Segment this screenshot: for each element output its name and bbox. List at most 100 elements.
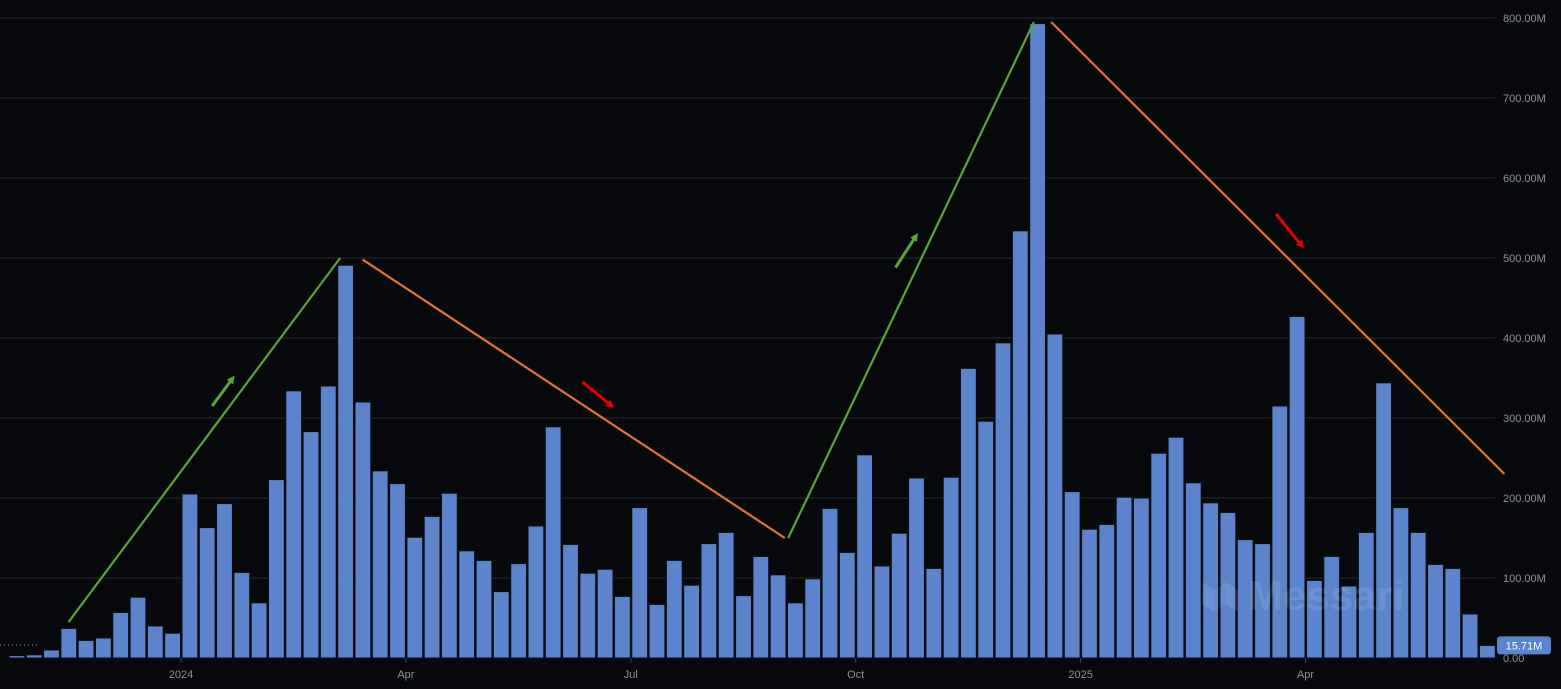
bar [1340, 585, 1358, 659]
bars [8, 23, 1496, 659]
y-tick-label: 300.00M [1503, 413, 1546, 425]
bar [319, 385, 337, 659]
bar [717, 531, 735, 659]
bar [1323, 555, 1341, 659]
bar [752, 555, 770, 659]
bar [233, 571, 251, 659]
bar [510, 563, 528, 659]
bar [1375, 382, 1392, 659]
bar [441, 492, 458, 659]
bar [1115, 496, 1133, 659]
messari-watermark: Messari [1200, 572, 1404, 620]
bar [1029, 23, 1046, 659]
bar [614, 595, 631, 659]
last-value-badge [1497, 636, 1551, 655]
bar [43, 649, 60, 659]
bar [908, 477, 925, 659]
bar [25, 654, 43, 659]
bar [112, 611, 130, 659]
bar [95, 637, 112, 659]
bar [1357, 531, 1375, 659]
bar [648, 603, 666, 659]
bar [1081, 528, 1098, 659]
bar [475, 559, 493, 659]
bar [838, 551, 856, 659]
bar [354, 401, 372, 659]
bar [804, 578, 822, 659]
bar [960, 367, 977, 659]
bar [1479, 644, 1496, 659]
trend-line-up [787, 21, 1035, 539]
last-value-label: 15.71M [1506, 640, 1543, 652]
grid [0, 17, 1495, 579]
bar [371, 470, 389, 659]
bar [769, 574, 787, 659]
x-tick-label: Apr [1297, 669, 1314, 681]
bar [302, 431, 320, 659]
y-tick-label: 600.00M [1503, 173, 1546, 185]
bar [1427, 563, 1444, 659]
bar [250, 602, 268, 659]
bar [129, 596, 147, 659]
bar [1219, 511, 1237, 659]
x-tick-label: Jul [624, 669, 638, 681]
bar [683, 584, 701, 659]
bar [1167, 436, 1185, 659]
bar [596, 568, 614, 659]
bar [1202, 502, 1219, 659]
bar [8, 655, 26, 659]
y-tick-label: 700.00M [1503, 93, 1546, 105]
messari-logo-icon [1202, 582, 1238, 612]
bar [890, 532, 908, 659]
bar [994, 342, 1012, 659]
bar [1046, 333, 1064, 659]
bar [544, 426, 562, 659]
trend-line-up [67, 257, 342, 623]
bar [181, 493, 199, 659]
trend-arrow-down [581, 380, 615, 408]
bar [787, 602, 804, 659]
bar [1150, 452, 1168, 659]
bar [389, 483, 406, 659]
watermark-text: Messari [1248, 572, 1405, 619]
bar [873, 565, 891, 659]
bar [423, 515, 441, 659]
trend-line-down [1050, 21, 1506, 475]
trend-line-down [362, 258, 786, 539]
bar [1306, 579, 1323, 659]
bar [1133, 497, 1150, 659]
y-tick-label: 800.00M [1503, 13, 1546, 25]
x-tick-label: 2025 [1068, 669, 1092, 681]
bar [631, 507, 649, 659]
bar [406, 536, 424, 659]
bar [60, 627, 78, 659]
bar [1288, 315, 1306, 659]
y-tick-label: 0.00 [1503, 653, 1524, 665]
bar [198, 527, 216, 659]
y-tick-label: 500.00M [1503, 253, 1546, 265]
bar [77, 639, 95, 659]
bar [146, 625, 164, 659]
bar [1254, 543, 1271, 659]
bar [285, 390, 303, 659]
x-tick-label: Apr [397, 669, 414, 681]
bar [527, 525, 545, 659]
bar [579, 572, 597, 659]
bar [977, 420, 995, 659]
bar [735, 595, 752, 659]
x-tick-label: 2024 [169, 669, 193, 681]
bar [268, 479, 285, 659]
bar [821, 507, 839, 659]
y-tick-label: 100.00M [1503, 573, 1546, 585]
y-tick-label: 400.00M [1503, 333, 1546, 345]
bar [1271, 405, 1289, 659]
bar [925, 567, 943, 659]
bar [1184, 482, 1202, 659]
trend-arrow-down [1274, 213, 1304, 249]
bar [1392, 507, 1410, 659]
bar [164, 632, 181, 659]
bar [1444, 567, 1462, 659]
x-tick-label: Oct [847, 669, 864, 681]
bar [216, 503, 233, 659]
